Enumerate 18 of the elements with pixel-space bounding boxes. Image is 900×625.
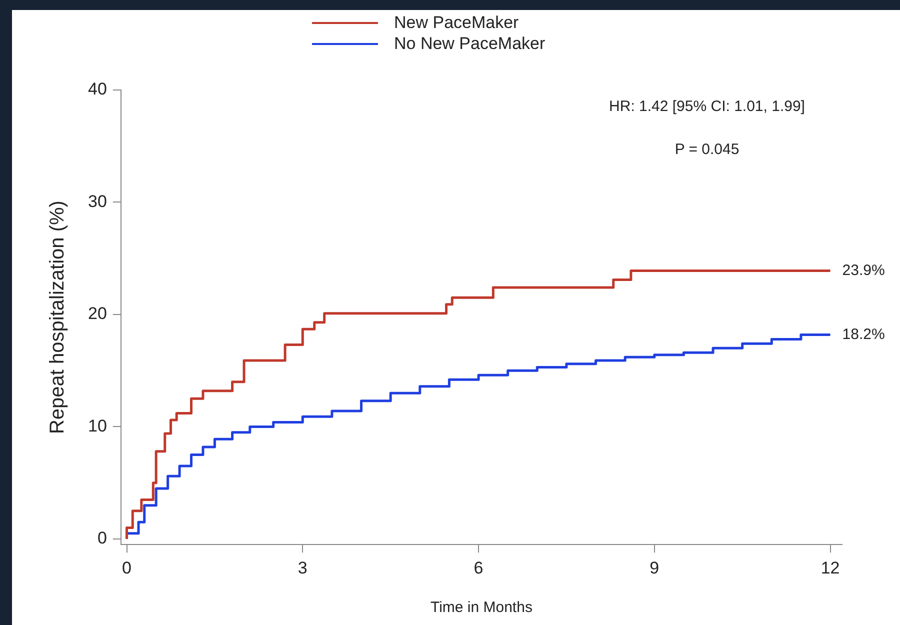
- x-tick-label: 6: [474, 558, 484, 578]
- legend-label: New PaceMaker: [394, 12, 519, 33]
- x-axis-title: Time in Months: [430, 599, 532, 616]
- annotation: 18.2%: [842, 326, 885, 343]
- y-axis-title: Repeat hospitalization (%): [46, 200, 69, 434]
- legend-label: No New PaceMaker: [394, 33, 546, 54]
- x-tick-label: 12: [820, 558, 840, 578]
- x-tick-label: 9: [650, 558, 660, 578]
- y-tick-label: 10: [88, 416, 107, 436]
- y-tick-label: 40: [88, 80, 107, 99]
- y-tick-label: 30: [88, 192, 107, 211]
- y-tick-label: 0: [97, 528, 107, 548]
- annotation: P = 0.045: [674, 141, 740, 158]
- y-tick-label: 20: [88, 304, 107, 324]
- annotation: HR: 1.42 [95% CI: 1.01, 1.99]: [609, 98, 805, 116]
- x-tick-label: 3: [298, 558, 308, 578]
- annotation: 23.9%: [842, 262, 885, 279]
- x-tick-label: 0: [122, 558, 132, 578]
